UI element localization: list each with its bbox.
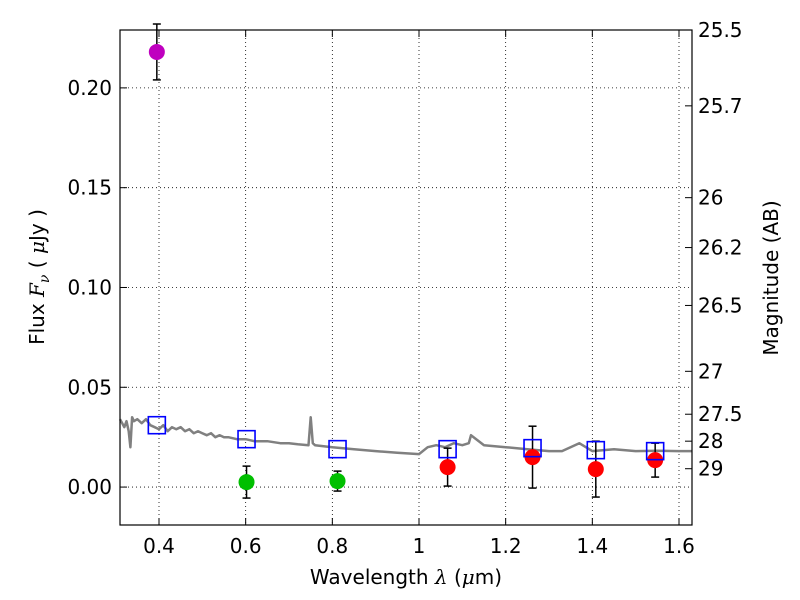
grid	[120, 30, 692, 525]
x-tick-label: 0.6	[230, 534, 262, 558]
data-point	[238, 474, 255, 491]
model-point-square	[328, 439, 347, 459]
model-point-square	[438, 439, 457, 459]
x-axis-title: Wavelength λ (μm)	[310, 565, 502, 589]
y2-axis-title: Magnitude (AB)	[759, 200, 783, 355]
x-tick-label: 0.4	[143, 534, 175, 558]
mag-tick-label: 26	[698, 186, 723, 210]
data-point	[587, 461, 604, 478]
mag-tick-label: 26.5	[698, 293, 743, 317]
model-point-square	[645, 441, 665, 461]
y-tick-label: 0.00	[67, 475, 112, 499]
data-point	[329, 473, 346, 490]
mag-tick-label: 28	[698, 429, 723, 453]
data-point	[439, 459, 456, 476]
y-tick-label: 0.15	[67, 176, 112, 200]
model-point-square	[586, 440, 606, 460]
mag-tick-label: 25.7	[698, 94, 743, 118]
y-tick-label: 0.05	[67, 375, 112, 399]
model-layer	[147, 415, 665, 461]
y-tick-label: 0.20	[67, 76, 112, 100]
model-point-square	[147, 415, 167, 435]
y-tick-label: 0.10	[67, 275, 112, 299]
mag-tick-label: 27.5	[698, 402, 743, 426]
mag-tick-label: 25.5	[698, 18, 743, 42]
plot-frame	[119, 29, 693, 526]
x-tick-label: 1.2	[490, 534, 522, 558]
model-point-square	[237, 429, 256, 449]
model-point-square	[523, 438, 542, 458]
x-tick-label: 0.8	[316, 534, 348, 558]
ticks-layer: 0.4 0.6 0.8 1 1.2 1.4 1.6 0.00 0.05 0.10 0.15 0.20 2…	[67, 18, 742, 558]
data-point	[148, 43, 165, 60]
mag-tick-label: 29	[698, 457, 723, 481]
x-tick-label: 1	[413, 534, 426, 558]
y-axis-title: Flux Fν ( μJy )	[25, 209, 53, 345]
mag-tick-label: 27	[698, 359, 723, 383]
x-tick-label: 1.4	[576, 534, 608, 558]
mag-tick-label: 26.2	[698, 236, 743, 260]
x-tick-label: 1.6	[663, 534, 695, 558]
